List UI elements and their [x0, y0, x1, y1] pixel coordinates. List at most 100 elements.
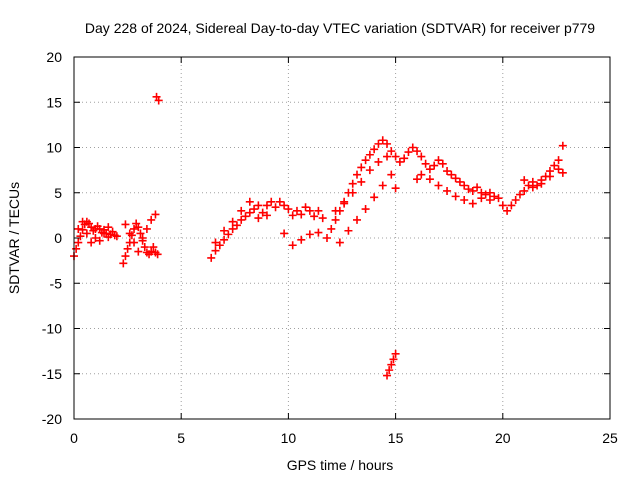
y-axis-label: SDTVAR / TECUs	[6, 182, 22, 294]
data-point	[558, 168, 567, 177]
data-point	[528, 183, 537, 192]
data-point	[288, 211, 297, 220]
data-point	[149, 243, 158, 252]
data-point	[507, 201, 516, 210]
data-point	[241, 212, 250, 221]
data-point	[468, 199, 477, 208]
y-tick-label: -10	[42, 321, 62, 337]
x-axis-label: GPS time / hours	[287, 457, 394, 473]
data-point	[125, 229, 134, 238]
data-point	[220, 226, 229, 235]
data-point	[228, 217, 237, 226]
x-tick-label: 10	[281, 430, 297, 446]
data-point	[451, 174, 460, 183]
data-point	[413, 147, 422, 156]
data-point	[408, 143, 417, 152]
data-point	[95, 236, 104, 245]
data-point	[130, 238, 139, 247]
data-point	[112, 232, 121, 241]
data-point	[74, 238, 83, 247]
data-point	[447, 170, 456, 179]
data-point	[245, 208, 254, 217]
data-point	[224, 230, 233, 239]
x-tick-label: 5	[177, 430, 185, 446]
data-point	[460, 195, 469, 204]
data-point	[288, 241, 297, 250]
data-point	[365, 150, 374, 159]
data-point	[280, 229, 289, 238]
data-point	[327, 224, 336, 233]
data-point	[370, 145, 379, 154]
data-point	[297, 210, 306, 219]
data-point	[310, 212, 319, 221]
data-point	[558, 141, 567, 150]
data-point	[370, 193, 379, 202]
data-point	[211, 246, 220, 255]
data-point	[353, 215, 362, 224]
data-point	[477, 194, 486, 203]
data-point	[395, 157, 404, 166]
data-point	[400, 154, 409, 163]
data-point	[262, 211, 271, 220]
data-point	[425, 175, 434, 184]
data-point	[72, 244, 81, 253]
data-point	[425, 165, 434, 174]
data-point	[383, 139, 392, 148]
data-point	[387, 360, 396, 369]
data-point	[361, 205, 370, 214]
data-point	[383, 152, 392, 161]
data-point	[151, 210, 160, 219]
data-point	[322, 234, 331, 242]
data-point	[280, 201, 289, 210]
data-point	[305, 230, 314, 239]
data-point	[353, 170, 362, 179]
data-point	[533, 181, 542, 190]
data-point	[464, 185, 473, 194]
data-point	[503, 206, 512, 215]
data-point	[498, 201, 507, 210]
data-point	[297, 235, 306, 244]
data-point	[520, 176, 529, 185]
data-point	[340, 199, 349, 208]
data-point	[314, 206, 323, 215]
data-point	[136, 229, 145, 238]
y-tick-label: 0	[54, 230, 62, 246]
data-point	[455, 177, 464, 186]
y-tick-label: 15	[46, 94, 62, 110]
data-point	[301, 203, 310, 212]
x-tick-label: 25	[602, 430, 618, 446]
data-point	[537, 179, 546, 188]
data-point	[391, 349, 400, 358]
data-point	[404, 148, 413, 157]
data-point	[378, 181, 387, 190]
data-point	[215, 241, 224, 250]
data-point	[511, 195, 520, 204]
data-point	[78, 217, 87, 226]
data-point	[140, 243, 149, 252]
data-point	[76, 232, 85, 241]
data-point	[443, 167, 452, 176]
data-point	[138, 234, 147, 242]
y-tick-label: -15	[42, 366, 62, 382]
data-point	[494, 194, 503, 203]
data-point	[485, 188, 494, 197]
data-point	[134, 223, 143, 232]
data-point	[82, 229, 91, 238]
data-point	[271, 203, 280, 212]
data-point	[481, 190, 490, 199]
data-point	[254, 201, 263, 210]
data-point	[121, 252, 130, 261]
data-point	[361, 156, 370, 165]
y-tick-label: -5	[50, 275, 63, 291]
data-point	[515, 190, 524, 199]
data-point	[331, 206, 340, 215]
data-point	[262, 201, 271, 210]
data-point	[292, 206, 301, 215]
data-point	[344, 226, 353, 235]
data-point	[245, 197, 254, 206]
data-point	[119, 259, 128, 268]
y-tick-label: 10	[46, 140, 62, 156]
data-point	[211, 238, 220, 247]
data-point	[374, 157, 383, 166]
